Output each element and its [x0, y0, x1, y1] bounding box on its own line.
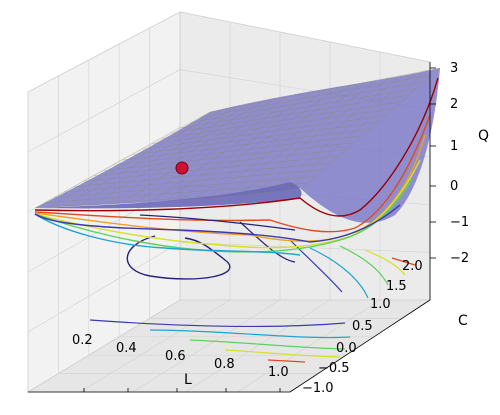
y-tick-label: 0.0	[336, 341, 357, 356]
contour-floor-loop	[126, 235, 231, 280]
wire-line-u	[190, 81, 425, 123]
contour-surface-4	[34, 159, 421, 249]
surface-fold	[35, 182, 302, 209]
wire-line-v	[285, 70, 428, 192]
z-tick-label: −2	[450, 251, 469, 266]
contour-surface-2	[34, 114, 431, 233]
contour-surface-8	[139, 214, 296, 231]
y-tick-label: −0.5	[318, 361, 350, 376]
z-tick-label: 1	[450, 139, 458, 154]
contour-surface-3	[34, 134, 426, 242]
x-tick-label: 1.0	[268, 365, 289, 380]
contour-floor-3	[189, 339, 346, 350]
contour-floor-5	[267, 359, 306, 363]
surface	[34, 67, 441, 223]
contour-surface-7	[34, 204, 401, 243]
gridline-floor-a	[132, 299, 281, 393]
contour-floor-9	[364, 249, 406, 276]
tick-labels: 0.2 0.4 0.6 0.8 1.0 −1.0 −0.5 0.0 0.5 1.0 1.5 2.0 −2…	[72, 61, 469, 396]
x-tick-label: 0.4	[116, 341, 137, 356]
gridline-left	[27, 242, 181, 333]
y-tick-label: 1.5	[386, 279, 407, 294]
y-tick-label: −1.0	[302, 381, 334, 396]
contour-surface-6	[34, 213, 301, 256]
x-tick-label: 0.2	[72, 333, 93, 348]
gridline-left	[27, 69, 181, 153]
surface-wireframe	[34, 67, 441, 209]
x-tick-label: 0.6	[165, 349, 186, 364]
contour-surface-1	[34, 77, 439, 217]
contour-floor-1	[89, 319, 346, 328]
gridline-left	[27, 11, 181, 93]
z-tick-label: 0	[450, 179, 458, 194]
marked-point	[175, 161, 189, 175]
surface-contours	[34, 77, 439, 256]
y-tick-label: 2.0	[402, 259, 423, 274]
contour-floor-7	[309, 247, 369, 299]
wire-line-v	[255, 75, 402, 194]
gridline-floor-a	[80, 299, 231, 393]
contour-floor-4	[224, 349, 341, 358]
z-tick-label: 2	[450, 97, 458, 112]
gridline-left	[27, 299, 181, 393]
z-tick-label: 3	[450, 61, 458, 76]
wire-line-v	[270, 72, 415, 193]
y-axis-label: C	[458, 313, 468, 329]
wire-line-v	[299, 67, 441, 191]
wire-line-u	[200, 74, 433, 118]
gridline-floor-a	[237, 299, 381, 393]
z-tick-label: −1	[450, 215, 469, 230]
z-axis-label: Q	[478, 128, 489, 144]
gridline-back	[179, 11, 431, 63]
wire-line-u	[209, 67, 441, 113]
y-axis-line	[289, 299, 431, 393]
contour-floor-6	[289, 239, 343, 293]
contour-floor-8	[339, 245, 389, 286]
gridline-floor-a	[185, 299, 331, 393]
contour-floor-2	[149, 329, 351, 339]
y-tick-label: 0.5	[352, 319, 373, 334]
x-axis-label: L	[184, 372, 192, 388]
x-tick-label: 0.8	[214, 357, 235, 372]
y-tick-label: 1.0	[370, 297, 391, 312]
contour-floor-10	[391, 257, 416, 266]
